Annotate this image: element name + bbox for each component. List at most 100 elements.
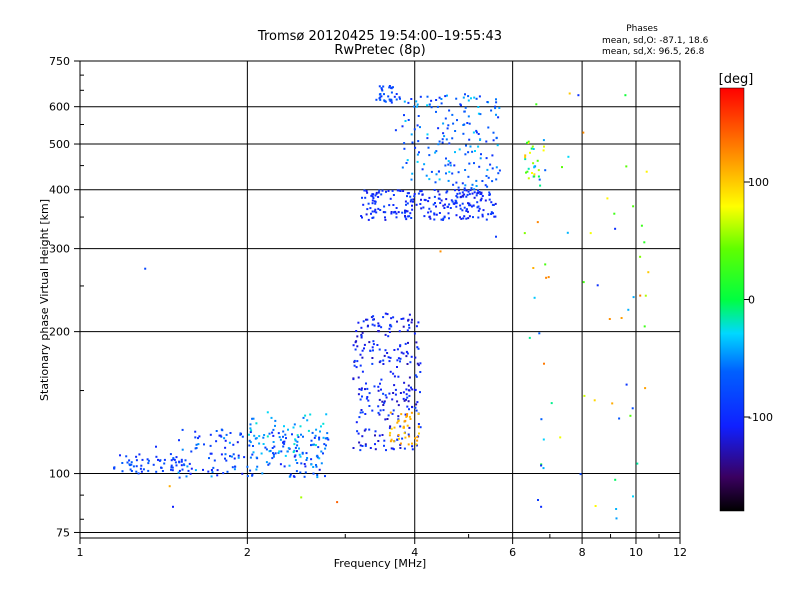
- data-point: [135, 465, 138, 468]
- data-point: [425, 174, 428, 177]
- data-point: [212, 466, 215, 469]
- chart-title: Tromsø 20120425 19:54:00–19:55:43: [257, 29, 502, 44]
- data-point: [194, 430, 197, 433]
- data-point: [493, 215, 496, 218]
- data-point: [384, 394, 387, 397]
- data-point: [458, 192, 461, 195]
- data-point: [272, 441, 275, 443]
- data-point: [403, 100, 406, 103]
- data-point: [443, 207, 446, 209]
- data-point: [356, 335, 359, 338]
- data-point: [426, 104, 429, 107]
- grid-lines: [80, 61, 680, 538]
- data-point: [132, 465, 135, 468]
- data-point: [426, 137, 429, 140]
- data-point: [365, 213, 368, 216]
- data-point: [382, 359, 385, 362]
- data-point: [298, 447, 300, 450]
- data-point: [454, 189, 456, 192]
- x-axis-ticks: 1 2 4 6 8 10 12: [77, 534, 687, 559]
- data-point: [437, 127, 440, 130]
- x-tick-label: 8: [579, 546, 586, 559]
- data-point: [304, 465, 307, 468]
- data-point: [466, 193, 469, 196]
- data-point: [364, 443, 367, 446]
- data-point: [248, 439, 251, 442]
- data-point: [397, 434, 400, 436]
- data-point: [410, 98, 413, 100]
- data-point: [390, 99, 393, 102]
- data-point: [382, 316, 385, 319]
- data-point: [409, 361, 412, 364]
- data-point: [378, 324, 381, 327]
- data-point: [455, 205, 458, 208]
- data-point: [442, 218, 444, 221]
- data-point: [303, 475, 306, 478]
- data-point: [377, 389, 380, 392]
- data-point: [466, 122, 469, 124]
- x-tick-label: 10: [629, 546, 643, 559]
- data-point: [410, 411, 413, 414]
- x-tick-label: 2: [244, 546, 251, 559]
- data-point: [477, 209, 480, 212]
- data-point: [169, 453, 172, 456]
- data-point: [419, 126, 421, 129]
- data-point: [219, 434, 222, 437]
- data-point: [389, 197, 392, 200]
- data-point: [529, 151, 531, 154]
- data-point: [497, 172, 500, 175]
- data-point: [278, 450, 281, 453]
- data-point: [463, 215, 466, 218]
- data-point: [390, 86, 393, 89]
- data-point: [480, 191, 483, 194]
- data-point: [295, 470, 298, 473]
- data-point: [434, 181, 437, 184]
- data-point: [405, 162, 408, 164]
- data-point: [434, 151, 437, 154]
- colorbar-tick-label: 100: [748, 176, 769, 189]
- data-point: [481, 215, 484, 218]
- data-point: [407, 384, 410, 387]
- data-point: [113, 467, 116, 470]
- data-point: [309, 413, 312, 416]
- data-point: [407, 215, 410, 218]
- data-point: [322, 436, 325, 439]
- data-point: [294, 446, 297, 449]
- data-point: [440, 199, 443, 202]
- data-point: [383, 444, 385, 447]
- data-point: [419, 203, 422, 205]
- data-point: [373, 385, 376, 388]
- data-point: [567, 155, 570, 158]
- data-point: [498, 106, 501, 109]
- data-point: [467, 210, 469, 213]
- data-point: [476, 201, 479, 204]
- data-point: [371, 199, 374, 202]
- data-point: [442, 217, 445, 220]
- data-point: [477, 112, 480, 115]
- data-point: [237, 454, 240, 457]
- data-point: [378, 434, 381, 437]
- data-point: [415, 325, 418, 328]
- data-point: [367, 399, 370, 402]
- data-point: [454, 151, 456, 154]
- data-point: [427, 146, 430, 149]
- data-point: [366, 396, 369, 398]
- data-point: [383, 400, 386, 403]
- data-point: [372, 318, 375, 321]
- data-point: [409, 200, 412, 203]
- data-point: [544, 169, 547, 172]
- data-point: [147, 462, 150, 465]
- data-point: [467, 151, 470, 154]
- data-point: [394, 393, 397, 396]
- data-point: [390, 438, 393, 441]
- data-point: [391, 398, 394, 401]
- data-point: [405, 203, 407, 206]
- data-point: [411, 141, 414, 144]
- x-tick-label: 6: [509, 546, 516, 559]
- data-point: [135, 455, 138, 458]
- data-point: [372, 315, 375, 318]
- data-point: [400, 413, 403, 416]
- data-point: [403, 142, 406, 145]
- data-point: [360, 334, 363, 337]
- data-point: [300, 462, 303, 465]
